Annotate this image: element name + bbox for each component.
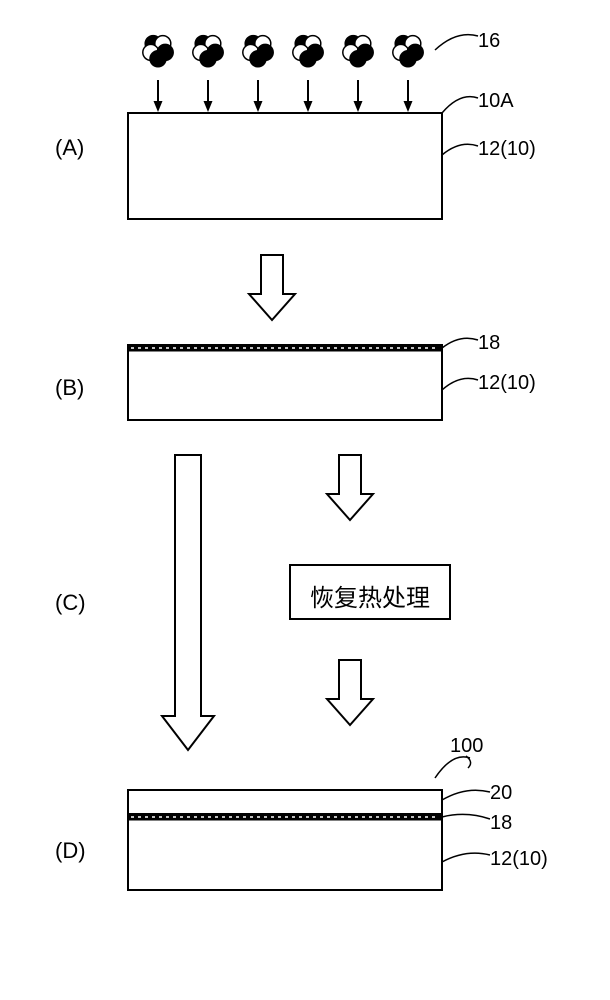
flow-arrow-left-long: [162, 455, 214, 750]
label-100: 100: [450, 735, 483, 758]
leaders-b: [442, 338, 478, 390]
label-18-d: 18: [490, 812, 512, 835]
flow-arrow-a-b: [249, 255, 295, 320]
implant-arrows: [154, 80, 413, 112]
step-box-label: 恢复热处理: [290, 578, 450, 613]
leaders-d: [442, 790, 490, 862]
substrate-a: [128, 113, 442, 219]
label-10a: 10A: [478, 90, 514, 113]
label-12-10-d: 12(10): [490, 848, 548, 871]
flow-arrow-right-top: [327, 455, 373, 520]
label-12-10-a: 12(10): [478, 138, 536, 161]
label-12-10-b: 12(10): [478, 372, 536, 395]
leader-100: [435, 756, 471, 778]
substrate-d: [128, 790, 442, 890]
label-18-b: 18: [478, 332, 500, 355]
substrate-b: [128, 345, 442, 420]
label-20-d: 20: [490, 782, 512, 805]
ion-clusters: [143, 36, 423, 67]
flow-arrow-right-bottom: [327, 660, 373, 725]
label-16: 16: [478, 30, 500, 53]
